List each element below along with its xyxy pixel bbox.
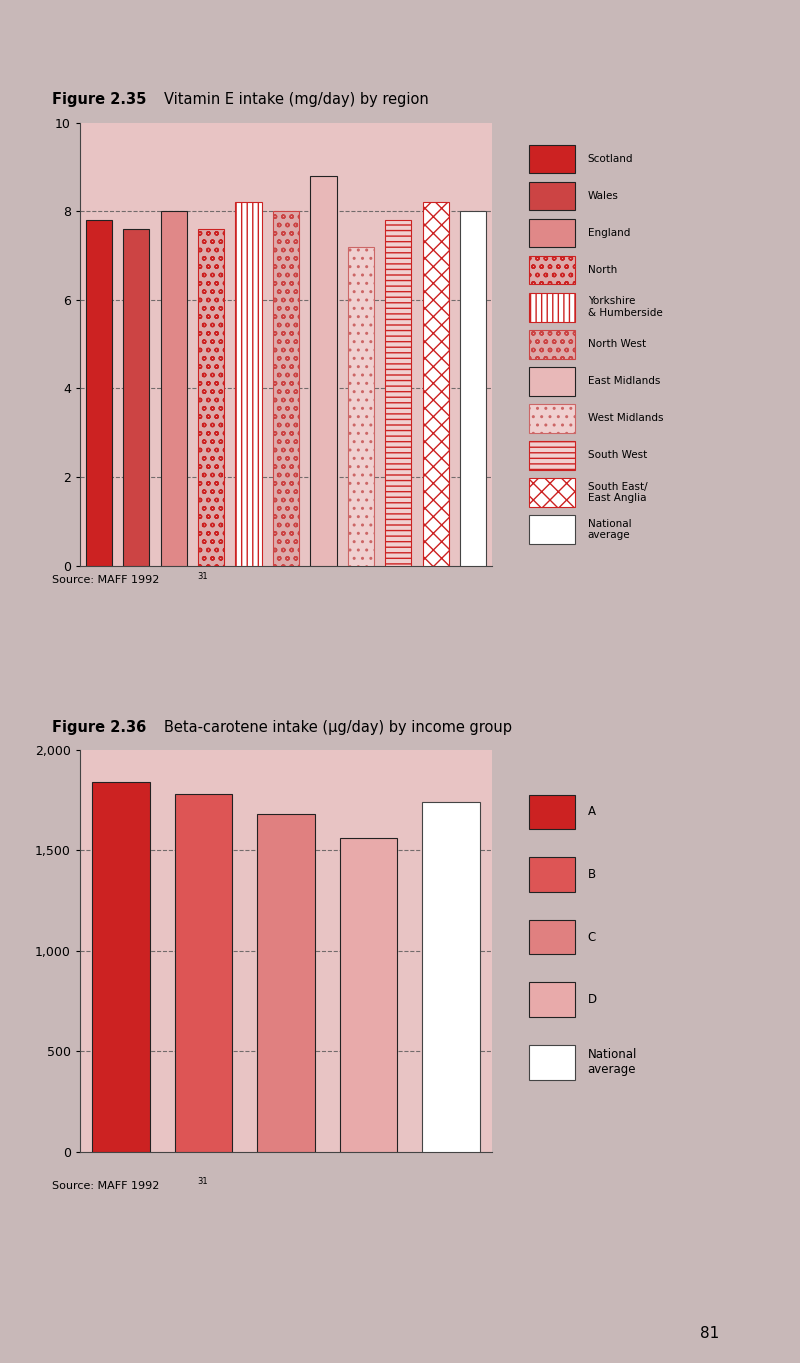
Bar [339, 838, 398, 1152]
Text: Scotland: Scotland [588, 154, 633, 164]
Bar [529, 920, 575, 954]
Bar [529, 330, 575, 358]
Bar [529, 293, 575, 322]
Bar [92, 782, 150, 1152]
Bar [386, 221, 411, 566]
Bar [529, 515, 575, 544]
Text: B: B [588, 868, 596, 880]
Bar [529, 256, 575, 285]
Text: Vitamin E intake (mg/day) by region: Vitamin E intake (mg/day) by region [164, 91, 429, 106]
Bar [529, 983, 575, 1017]
Text: Figure 2.36: Figure 2.36 [52, 720, 146, 735]
Text: West Midlands: West Midlands [588, 413, 663, 424]
Bar [529, 144, 575, 173]
Text: North: North [588, 264, 617, 275]
Bar [273, 211, 299, 566]
Text: D: D [588, 994, 597, 1006]
Text: Wales: Wales [588, 191, 618, 200]
Text: England: England [588, 228, 630, 239]
Text: East Midlands: East Midlands [588, 376, 660, 386]
Bar [529, 795, 575, 829]
Text: North West: North West [588, 339, 646, 349]
Text: C: C [588, 931, 596, 943]
Bar [529, 1045, 575, 1079]
Bar [348, 247, 374, 566]
Bar [257, 814, 315, 1152]
Bar [86, 221, 112, 566]
Text: National
average: National average [588, 518, 631, 540]
Bar [422, 801, 480, 1152]
Bar [123, 229, 150, 566]
Bar [460, 211, 486, 566]
Text: South West: South West [588, 450, 647, 461]
Bar [529, 403, 575, 432]
Bar [198, 229, 224, 566]
Text: 31: 31 [198, 1178, 208, 1186]
Bar [529, 181, 575, 210]
Bar [529, 218, 575, 248]
Bar [235, 202, 262, 566]
Text: Yorkshire
& Humberside: Yorkshire & Humberside [588, 296, 662, 318]
Bar [529, 857, 575, 891]
Text: Source: MAFF 1992: Source: MAFF 1992 [52, 575, 159, 585]
Text: 81: 81 [700, 1326, 719, 1341]
Text: Figure 2.35: Figure 2.35 [52, 91, 146, 106]
Text: 31: 31 [198, 572, 208, 581]
Bar [310, 176, 337, 566]
Bar [422, 202, 449, 566]
Bar [161, 211, 186, 566]
Text: South East/
East Anglia: South East/ East Anglia [588, 481, 647, 503]
Bar [529, 478, 575, 507]
Text: Source: MAFF 1992: Source: MAFF 1992 [52, 1180, 159, 1190]
Text: A: A [588, 806, 596, 818]
Bar [174, 793, 233, 1152]
Text: National
average: National average [588, 1048, 637, 1077]
Text: Beta-carotene intake (μg/day) by income group: Beta-carotene intake (μg/day) by income … [164, 720, 512, 735]
Bar [529, 367, 575, 395]
Bar [529, 440, 575, 470]
